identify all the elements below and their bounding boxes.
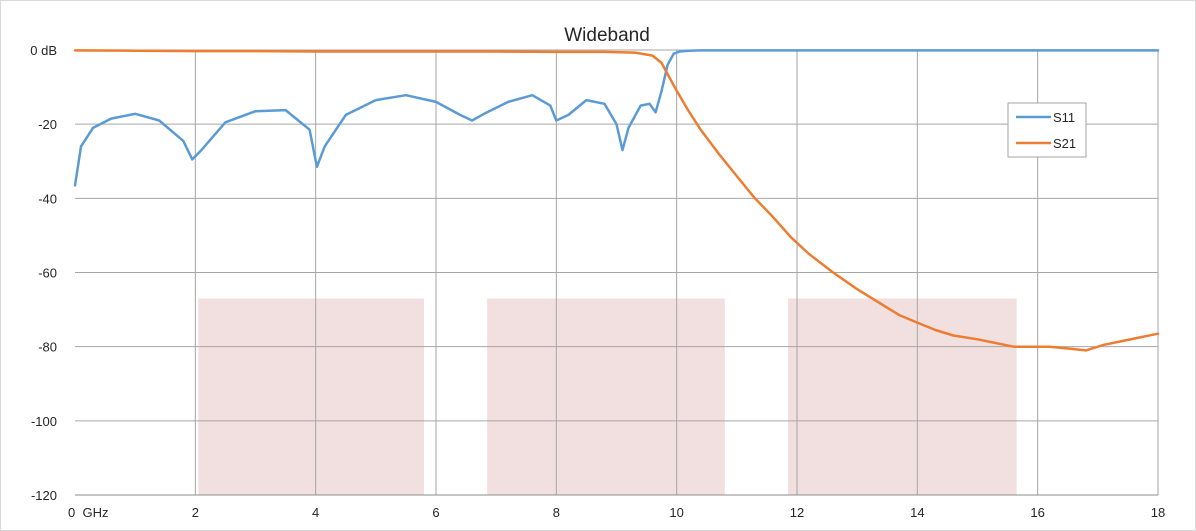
x-tick-label-3: 6 [432, 505, 439, 520]
shaded-bands [198, 298, 1017, 495]
legend-label-s21: S21 [1053, 136, 1076, 151]
shaded-band-1 [487, 298, 725, 495]
x-tick-label-2: 4 [312, 505, 319, 520]
x-tick-label-6: 12 [790, 505, 804, 520]
y-tick-label-1: -20 [38, 117, 57, 132]
x-tick-label-1: 2 [192, 505, 199, 520]
x-axis-ticks: 0 GHz 2 4 6 8 10 12 14 16 18 [68, 505, 1165, 520]
y-tick-label-0: 0 dB [30, 43, 57, 58]
x-tick-label-0: 0 GHz [68, 505, 108, 520]
chart-title: Wideband [564, 25, 650, 46]
legend-label-s11: S11 [1053, 110, 1075, 125]
y-tick-label-6: -120 [31, 488, 57, 503]
shaded-band-2 [787, 298, 1017, 495]
series-line-s21 [73, 49, 1160, 352]
y-tick-label-3: -60 [38, 266, 57, 281]
x-tick-label-5: 10 [669, 505, 683, 520]
shaded-band-0 [198, 298, 424, 495]
x-tick-label-4: 8 [553, 505, 560, 520]
series-line-s11 [73, 49, 1160, 187]
y-tick-label-2: -40 [38, 191, 57, 206]
legend: S11 S21 [1007, 102, 1087, 158]
y-axis-ticks: 0 dB -20 -40 -60 -80 -100 -120 [30, 43, 57, 503]
legend-box [1007, 102, 1087, 158]
y-tick-label-5: -100 [31, 414, 57, 429]
x-tick-label-9: 18 [1151, 505, 1165, 520]
x-tick-label-7: 14 [910, 505, 924, 520]
x-tick-label-8: 16 [1030, 505, 1044, 520]
y-tick-label-4: -80 [38, 340, 57, 355]
series-lines [73, 49, 1160, 352]
